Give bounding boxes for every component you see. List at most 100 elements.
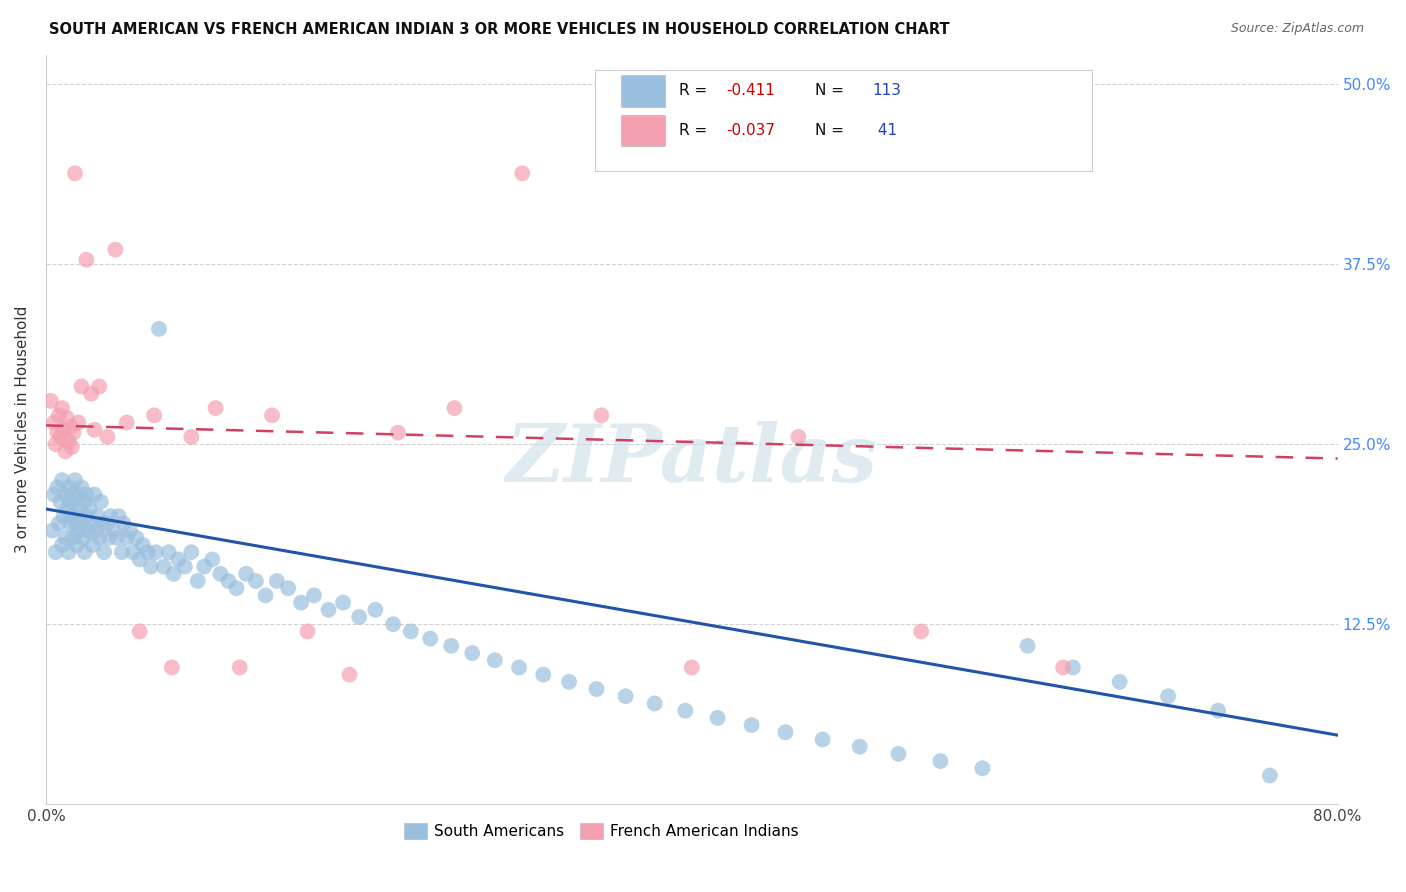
Point bbox=[70, 379, 93, 393]
Point bbox=[100, 509, 122, 524]
Point bbox=[79, 502, 101, 516]
Point bbox=[128, 624, 150, 639]
Point bbox=[132, 538, 155, 552]
FancyBboxPatch shape bbox=[621, 115, 665, 146]
Point bbox=[118, 524, 141, 538]
Point bbox=[302, 588, 325, 602]
Point bbox=[125, 531, 148, 545]
Point bbox=[59, 420, 82, 434]
Point bbox=[162, 566, 184, 581]
Point bbox=[387, 425, 409, 440]
Point bbox=[41, 524, 63, 538]
Point bbox=[558, 674, 581, 689]
Point bbox=[290, 596, 312, 610]
Point bbox=[1258, 768, 1281, 782]
Point bbox=[112, 516, 135, 531]
Point bbox=[1157, 690, 1180, 704]
Point bbox=[910, 624, 932, 639]
Point bbox=[187, 574, 209, 588]
Text: N =: N = bbox=[814, 84, 848, 98]
Point bbox=[332, 596, 354, 610]
Point bbox=[136, 545, 159, 559]
Point bbox=[972, 761, 994, 775]
Point bbox=[139, 559, 162, 574]
Point bbox=[62, 425, 84, 440]
Point bbox=[66, 509, 89, 524]
Point bbox=[53, 444, 76, 458]
Point bbox=[59, 495, 82, 509]
Legend: South Americans, French American Indians: South Americans, French American Indians bbox=[398, 817, 806, 846]
Y-axis label: 3 or more Vehicles in Household: 3 or more Vehicles in Household bbox=[15, 306, 30, 553]
Point bbox=[69, 502, 91, 516]
FancyBboxPatch shape bbox=[621, 75, 665, 107]
Point bbox=[1052, 660, 1074, 674]
Text: Source: ZipAtlas.com: Source: ZipAtlas.com bbox=[1230, 22, 1364, 36]
Text: 113: 113 bbox=[873, 84, 901, 98]
Point bbox=[245, 574, 267, 588]
Point bbox=[145, 545, 167, 559]
Point bbox=[193, 559, 215, 574]
Point bbox=[531, 667, 554, 681]
Point bbox=[97, 531, 120, 545]
Point bbox=[39, 393, 62, 408]
Point bbox=[60, 487, 83, 501]
Point bbox=[107, 509, 129, 524]
Point bbox=[96, 430, 118, 444]
Point bbox=[787, 430, 810, 444]
Point bbox=[51, 401, 73, 416]
Point bbox=[339, 667, 361, 681]
Point bbox=[741, 718, 763, 732]
Point bbox=[90, 495, 112, 509]
Point bbox=[63, 166, 86, 180]
Point bbox=[173, 559, 195, 574]
Text: N =: N = bbox=[814, 123, 848, 138]
Point bbox=[201, 552, 224, 566]
Point bbox=[56, 502, 79, 516]
Point bbox=[45, 437, 67, 451]
Point bbox=[75, 487, 97, 501]
Point bbox=[82, 538, 104, 552]
Point bbox=[217, 574, 239, 588]
Text: -0.037: -0.037 bbox=[727, 123, 776, 138]
Point bbox=[73, 545, 96, 559]
Point bbox=[67, 524, 90, 538]
Point bbox=[180, 430, 202, 444]
Point bbox=[266, 574, 288, 588]
Point bbox=[62, 495, 84, 509]
Point bbox=[42, 416, 65, 430]
Point bbox=[399, 624, 422, 639]
Point bbox=[681, 660, 703, 674]
Point bbox=[115, 416, 138, 430]
Point bbox=[929, 754, 952, 768]
Point bbox=[58, 545, 80, 559]
Point bbox=[461, 646, 484, 660]
Point bbox=[811, 732, 834, 747]
Point bbox=[706, 711, 728, 725]
Point bbox=[89, 531, 111, 545]
Point bbox=[382, 617, 405, 632]
Point bbox=[58, 434, 80, 449]
Point bbox=[105, 531, 128, 545]
Point bbox=[167, 552, 190, 566]
Point bbox=[63, 516, 86, 531]
Point bbox=[83, 487, 105, 501]
Point bbox=[235, 566, 257, 581]
Point bbox=[70, 480, 93, 494]
Point bbox=[75, 252, 97, 267]
Point bbox=[56, 411, 79, 425]
Point bbox=[52, 423, 75, 437]
Point bbox=[48, 516, 70, 531]
Point bbox=[111, 545, 134, 559]
Point bbox=[1017, 639, 1039, 653]
Point bbox=[53, 531, 76, 545]
Point bbox=[48, 409, 70, 423]
Point bbox=[254, 588, 277, 602]
Text: 41: 41 bbox=[873, 123, 897, 138]
Point bbox=[73, 495, 96, 509]
Text: R =: R = bbox=[679, 84, 711, 98]
Point bbox=[60, 440, 83, 454]
Point bbox=[440, 639, 463, 653]
Point bbox=[887, 747, 910, 761]
Point bbox=[508, 660, 530, 674]
Point bbox=[46, 425, 69, 440]
